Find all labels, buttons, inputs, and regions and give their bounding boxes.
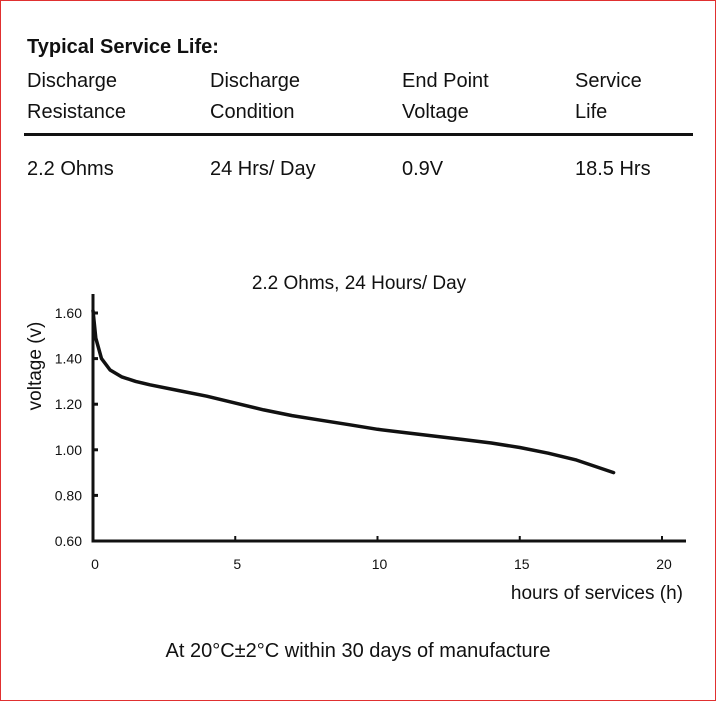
header-end-point-voltage: End Point Voltage — [402, 70, 489, 123]
y-tick-label: 1.20 — [55, 396, 82, 412]
value-end-voltage: 0.9V — [402, 158, 444, 180]
x-tick-label: 15 — [514, 556, 530, 572]
x-tick-label: 10 — [372, 556, 388, 572]
header-service-life: Service Life — [575, 70, 642, 123]
header-discharge-resistance: Discharge Resistance — [27, 70, 126, 123]
y-axis-label: voltage (v) — [25, 322, 46, 411]
y-tick-label: 0.80 — [55, 487, 82, 503]
x-axis-label: hours of services (h) — [511, 583, 683, 604]
x-tick-label: 0 — [91, 556, 99, 572]
chart-title: 2.2 Ohms, 24 Hours/ Day — [252, 273, 467, 294]
series-line-voltage — [91, 308, 616, 475]
header-discharge-condition: Discharge Condition — [210, 70, 301, 123]
x-tick-label: 20 — [656, 556, 672, 572]
footnote-caption: At 20°C±2°C within 30 days of manufactur… — [165, 640, 551, 662]
y-tick-label: 0.60 — [55, 533, 82, 549]
value-service-life: 18.5 Hrs — [575, 158, 651, 180]
y-tick-label: 1.60 — [55, 305, 82, 321]
value-condition: 24 Hrs/ Day — [210, 158, 316, 180]
table-title: Typical Service Life: — [27, 36, 219, 58]
x-tick-label: 5 — [233, 556, 241, 572]
y-tick-label: 1.00 — [55, 442, 82, 458]
value-resistance: 2.2 Ohms — [27, 158, 114, 180]
table-rule — [24, 133, 693, 136]
y-tick-label: 1.40 — [55, 351, 82, 367]
